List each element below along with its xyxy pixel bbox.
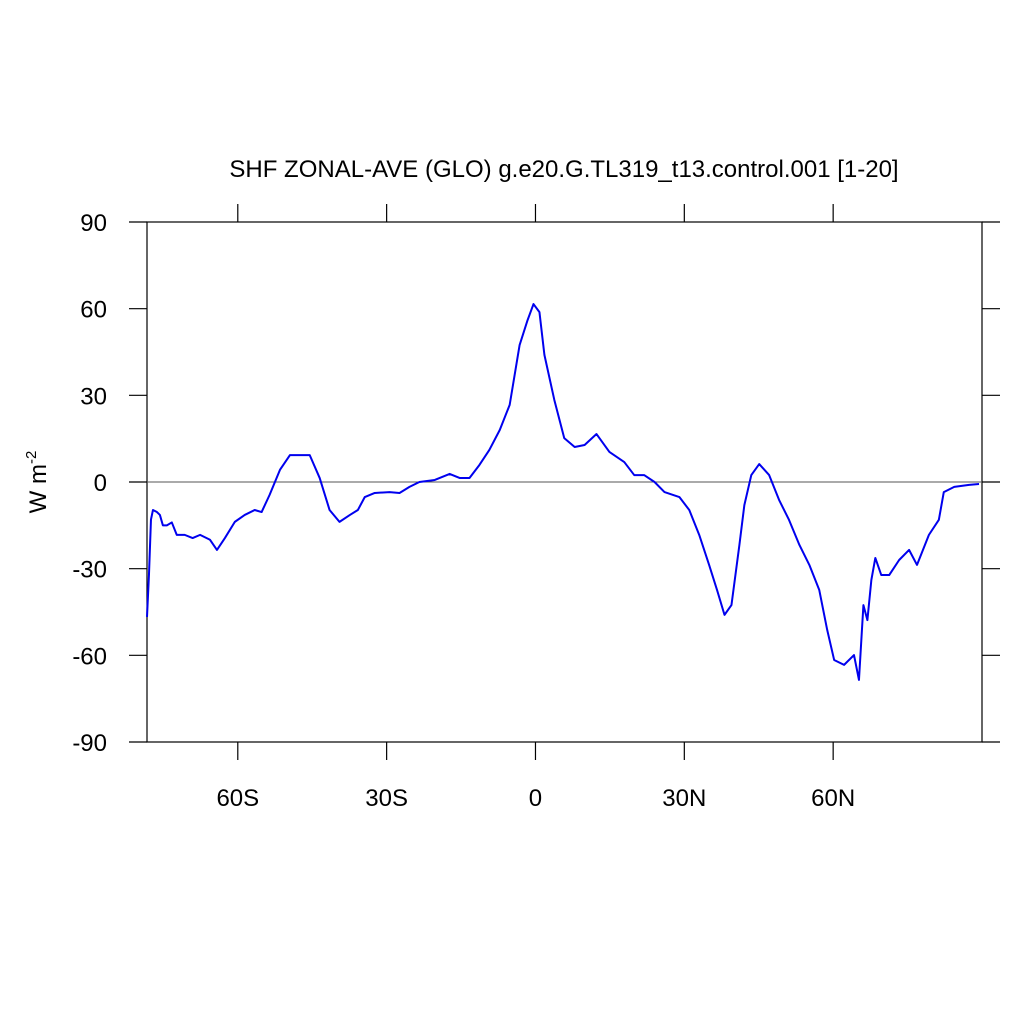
y-tick-label: 60 <box>80 297 107 324</box>
x-tick-label: 60S <box>216 785 259 812</box>
x-tick-label: 60N <box>811 785 855 812</box>
y-axis-label: W m-2 <box>23 451 52 514</box>
x-tick-label: 0 <box>529 785 542 812</box>
y-tick-label: 30 <box>80 383 107 410</box>
y-axis-label-exponent: -2 <box>23 451 40 464</box>
data-line <box>146 303 980 681</box>
x-tick-label: 30S <box>365 785 408 812</box>
y-tick-label: -30 <box>72 557 107 584</box>
y-tick-label: 0 <box>94 470 107 497</box>
y-tick-label: -60 <box>72 643 107 670</box>
y-tick-label: 90 <box>80 210 107 237</box>
y-tick-label: -90 <box>72 730 107 757</box>
y-axis-label-unit: W m <box>25 464 52 513</box>
x-tick-label: 30N <box>662 785 706 812</box>
chart-title: SHF ZONAL-AVE (GLO) g.e20.G.TL319_t13.co… <box>229 156 898 183</box>
